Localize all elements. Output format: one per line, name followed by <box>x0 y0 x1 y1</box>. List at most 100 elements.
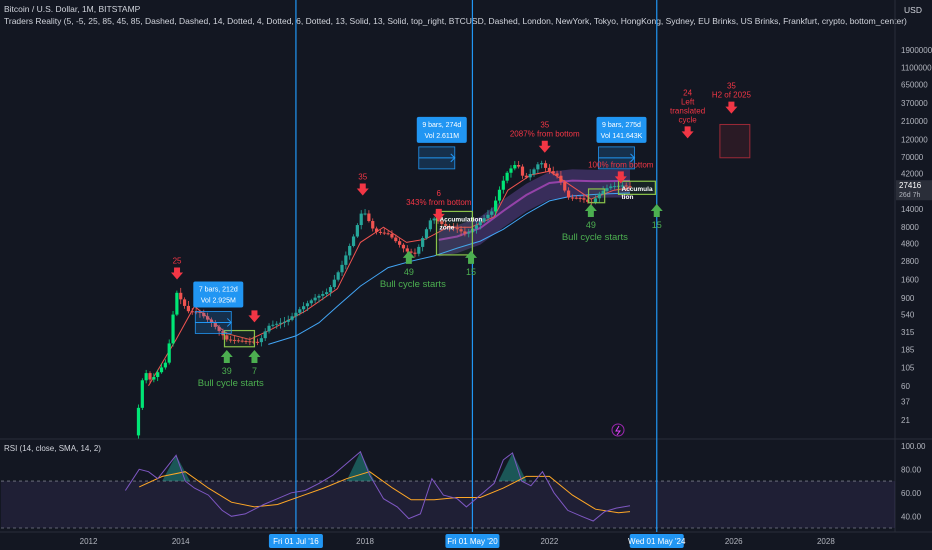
rsi-tick-label: 100.00 <box>901 442 926 451</box>
candle-body <box>317 295 321 298</box>
candle-body <box>455 228 459 230</box>
time-tick-label: 2012 <box>80 537 98 546</box>
candle-body <box>601 190 605 194</box>
price-tick-label: 60 <box>901 382 910 391</box>
candle-body <box>501 180 505 190</box>
time-tick-label: 2028 <box>817 537 835 546</box>
price-tick-label: 8000 <box>901 223 919 232</box>
slow-moving-average <box>268 192 631 345</box>
sell-signal-label: 100% from bottom <box>588 160 654 169</box>
rsi-band <box>1 481 895 528</box>
candle-body <box>394 237 398 242</box>
candle-body <box>386 233 390 235</box>
candle-body <box>171 314 175 344</box>
candle-body <box>194 311 198 313</box>
candle-body <box>240 340 244 342</box>
accumulation-label: zone <box>439 224 454 231</box>
projection-box <box>719 123 751 159</box>
buy-signal-arrow <box>584 204 597 218</box>
candle-body <box>363 213 367 215</box>
price-tick-label: 1900000 <box>901 46 932 55</box>
measure-bars-label: 7 bars, 212d <box>199 286 238 293</box>
price-tick-label: 1100000 <box>901 64 932 73</box>
indicator-legend[interactable]: Traders Reality (5, -5, 25, 85, 45, 85, … <box>4 16 907 26</box>
candle-body <box>294 312 298 317</box>
rsi-overbought-fill <box>346 451 375 482</box>
candle-body <box>620 185 624 187</box>
candle-body <box>136 407 141 436</box>
candle-body <box>325 292 329 295</box>
candle-body <box>255 341 260 343</box>
candle-body <box>344 255 348 265</box>
candle-body <box>532 169 536 175</box>
sell-signal-label: 35 <box>727 82 736 91</box>
candle-body <box>490 211 494 215</box>
buy-signal-arrow <box>650 204 663 218</box>
candle-body <box>175 292 179 315</box>
candle-body <box>202 312 206 317</box>
price-tick-label: 37 <box>901 397 910 406</box>
candle-body <box>186 305 191 312</box>
candle-body <box>336 272 340 280</box>
candle-body <box>509 168 513 173</box>
measure-volume-label: Vol 2.925M <box>201 297 236 304</box>
price-tick-label: 210000 <box>901 117 928 126</box>
time-tick-label: 2026 <box>725 537 743 546</box>
current-price-countdown: 26d 7h <box>899 192 921 199</box>
candle-body <box>421 238 425 247</box>
candle-body <box>605 188 609 191</box>
candle-body <box>401 244 406 249</box>
candle-body <box>409 251 413 253</box>
candle-body <box>267 325 271 332</box>
candle-body <box>570 197 575 199</box>
candle-body <box>371 221 375 229</box>
sell-signal-arrow <box>614 171 627 184</box>
candle-body <box>586 199 590 202</box>
candle-body <box>140 380 144 408</box>
candle-body <box>467 232 471 234</box>
time-tick-label: 2014 <box>172 537 190 546</box>
current-price-badge <box>896 180 932 201</box>
measure-bars-label: 9 bars, 275d <box>602 122 641 129</box>
candle-body <box>474 225 479 229</box>
candle-body <box>217 326 221 332</box>
candle-body <box>163 362 167 368</box>
measure-volume-label: Vol 2.611M <box>425 133 460 140</box>
rsi-tick-label: 80.00 <box>901 465 922 474</box>
ema-ribbon <box>438 169 630 257</box>
sell-signal-label: Left <box>681 97 695 106</box>
candle-body <box>148 373 152 380</box>
price-tick-label: 70000 <box>901 153 924 162</box>
candle-body <box>213 322 217 327</box>
accumulation-box <box>617 180 656 195</box>
buy-signal-arrow <box>220 350 233 364</box>
candle-body <box>432 218 436 221</box>
candle-body <box>451 227 455 229</box>
cycle-date-label: Fri 01 Jul '16 <box>273 537 319 546</box>
currency-label[interactable]: USD <box>904 5 922 15</box>
sell-signal-label: 2087% from bottom <box>510 130 580 139</box>
price-tick-label: 650000 <box>901 81 928 90</box>
price-tick-label: 370000 <box>901 99 928 108</box>
sell-signal-label: 25 <box>173 257 182 266</box>
candle-body <box>367 213 371 222</box>
candle-body <box>566 190 571 198</box>
candle-body <box>271 324 275 326</box>
bull-cycle-caption: Bull cycle starts <box>198 378 264 389</box>
measure-arrow-head <box>450 153 456 163</box>
price-tick-label: 1600 <box>901 275 919 284</box>
candle-body <box>302 306 306 310</box>
price-tick-label: 900 <box>901 294 915 303</box>
candle-body <box>313 297 317 301</box>
candle-body <box>628 186 632 188</box>
candle-body <box>517 164 521 167</box>
candle-body <box>494 200 498 212</box>
candle-body <box>413 252 417 254</box>
candle-body <box>144 373 148 381</box>
candle-body <box>559 175 563 182</box>
buy-signal-arrow <box>248 350 261 364</box>
candle-body <box>190 311 194 313</box>
candle-body <box>198 311 202 313</box>
rsi-sma-line <box>138 471 631 514</box>
